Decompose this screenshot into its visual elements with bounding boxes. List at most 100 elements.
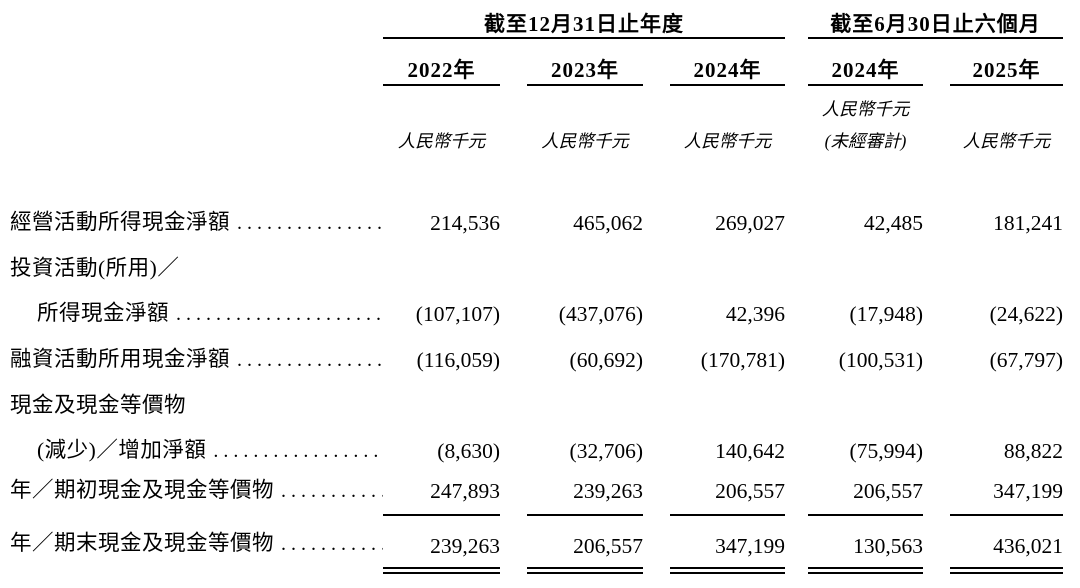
- dot-leader: [281, 531, 383, 558]
- value-cell: [950, 378, 1063, 423]
- column-gap: [643, 241, 670, 286]
- value-text: 239,263: [573, 479, 643, 503]
- column-gap: [500, 332, 527, 378]
- value-text: 465,062: [573, 211, 643, 235]
- row-label-cell: 年／期初現金及現金等價物: [10, 469, 383, 520]
- group-gap: [785, 469, 808, 520]
- group-gap: [785, 378, 808, 423]
- unit-label: 人民幣千元: [541, 131, 629, 151]
- value-cell: 88,822: [950, 423, 1063, 469]
- column-gap: [643, 286, 670, 332]
- column-gap: [643, 38, 670, 85]
- row-label-cell: 經營活動所得現金淨額: [10, 195, 383, 241]
- value-text: 239,263: [430, 534, 500, 558]
- column-gap: [500, 378, 527, 423]
- row-label-text: 經營活動所得現金淨額: [10, 210, 231, 234]
- value-cell: 140,642: [670, 423, 785, 469]
- group-gap: [785, 520, 808, 578]
- table-row: 融資活動所用現金淨額 (116,059) (60,692) (170,781) (100…: [10, 332, 1063, 378]
- column-gap: [923, 520, 950, 578]
- table-row: 年／期末現金及現金等價物 239,263 206,557 347,199 130,563…: [10, 520, 1064, 578]
- value-cell: 206,557: [670, 469, 785, 520]
- value-cell: (67,797): [950, 332, 1063, 378]
- value-cell: (17,948): [808, 286, 923, 332]
- value-cell: 465,062: [527, 195, 643, 241]
- value-text: (67,797): [989, 348, 1064, 372]
- column-gap: [500, 38, 527, 85]
- column-gap: [923, 378, 950, 423]
- column-gap: [923, 195, 950, 241]
- column-gap: [923, 332, 950, 378]
- table-row: (減少)／增加淨額 (8,630) (32,706) 140,642 (75,994) 8…: [10, 423, 1063, 469]
- group-gap: [785, 85, 808, 153]
- row-label: 年／期末現金及現金等價物: [10, 530, 383, 558]
- value-cell: [950, 241, 1063, 286]
- value-cell: 436,021: [950, 520, 1064, 578]
- column-gap: [500, 195, 527, 241]
- value-cell: (437,076): [527, 286, 643, 332]
- table-row: 經營活動所得現金淨額 214,536 465,062 269,027 42,485 181…: [10, 195, 1063, 241]
- value-text: (17,948): [849, 302, 923, 326]
- value-text: 347,199: [715, 534, 785, 558]
- value-text: 206,557: [715, 479, 785, 503]
- year-header-2024: 2024年: [670, 38, 785, 86]
- value-text: 269,027: [715, 211, 785, 235]
- row-label: 經營活動所得現金淨額: [10, 209, 383, 237]
- value-cell: [808, 241, 923, 286]
- year-header-row: 2022年 2023年 2024年 2024年 2025年: [10, 38, 1064, 86]
- year-header-2024-interim: 2024年: [808, 38, 923, 86]
- row-label-text: 年／期初現金及現金等價物: [10, 478, 275, 502]
- column-gap: [643, 85, 670, 153]
- header-body-spacer: [10, 153, 1063, 195]
- group-header-annual: 截至12月31日止年度: [383, 8, 785, 39]
- column-gap: [500, 469, 527, 520]
- value-cell: (170,781): [670, 332, 785, 378]
- row-label-text: 投資活動(所用)／: [10, 256, 180, 280]
- value-text: 42,396: [725, 302, 785, 326]
- value-cell: 42,396: [670, 286, 785, 332]
- group-gap: [785, 38, 808, 85]
- value-cell: [383, 241, 500, 286]
- row-label: 融資活動所用現金淨額: [10, 346, 383, 374]
- row-label-cell: 現金及現金等價物: [10, 378, 383, 423]
- value-text: (60,692): [569, 348, 643, 372]
- value-text: (116,059): [416, 348, 500, 372]
- value-cell: (107,107): [383, 286, 500, 332]
- value-cell: 206,557: [808, 469, 923, 520]
- group-gap: [785, 8, 808, 38]
- value-cell: (60,692): [527, 332, 643, 378]
- value-cell: [527, 241, 643, 286]
- row-label-cell: (減少)／增加淨額: [10, 423, 383, 469]
- column-gap: [643, 378, 670, 423]
- unit-label: 人民幣千元: [397, 131, 486, 151]
- value-text: 42,485: [863, 211, 923, 235]
- value-cell: [670, 241, 785, 286]
- spacer-cell: [10, 153, 1063, 195]
- value-text: (437,076): [558, 302, 643, 326]
- value-cell: 347,199: [670, 520, 785, 578]
- single-rule: [670, 514, 785, 516]
- year-header-2023: 2023年: [527, 38, 643, 86]
- value-cell: 181,241: [950, 195, 1063, 241]
- group-gap: [785, 241, 808, 286]
- double-rule: [527, 567, 643, 574]
- value-text: 436,021: [993, 534, 1064, 558]
- label-column-spacer: [10, 8, 383, 38]
- value-cell: 347,199: [950, 469, 1064, 520]
- value-text: (107,107): [415, 302, 500, 326]
- dot-leader: [176, 301, 383, 328]
- value-text: 214,536: [430, 211, 500, 235]
- value-cell: 130,563: [808, 520, 923, 578]
- double-rule: [670, 567, 785, 574]
- column-gap: [643, 195, 670, 241]
- dot-leader: [213, 438, 383, 465]
- value-text: (24,622): [989, 302, 1064, 326]
- row-label-text: 年／期末現金及現金等價物: [10, 531, 275, 555]
- value-text: 206,557: [573, 534, 643, 558]
- group-header-row: 截至12月31日止年度 截至6月30日止六個月: [10, 8, 1064, 39]
- value-text: 181,241: [993, 211, 1064, 235]
- value-text: 140,642: [715, 439, 785, 463]
- unit-header-row: 人民幣千元 人民幣千元 人民幣千元 人民幣千元 (未經審計) 人民幣千元: [10, 85, 1063, 153]
- single-rule: [527, 514, 643, 516]
